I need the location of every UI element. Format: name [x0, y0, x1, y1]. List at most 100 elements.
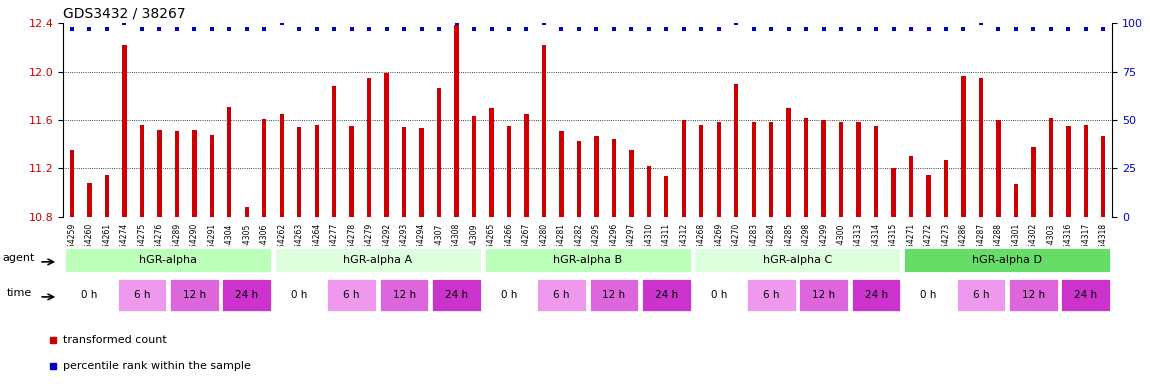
Bar	[402, 127, 406, 217]
Bar	[559, 131, 564, 217]
Bar	[769, 122, 774, 217]
Bar	[996, 120, 1000, 217]
Bar	[332, 86, 337, 217]
Bar	[944, 160, 949, 217]
Bar	[1049, 118, 1053, 217]
Bar	[961, 76, 966, 217]
Text: 0 h: 0 h	[920, 290, 937, 300]
Text: 0 h: 0 h	[500, 290, 518, 300]
Text: 6 h: 6 h	[344, 290, 360, 300]
Bar	[484, 247, 691, 273]
Bar	[629, 150, 634, 217]
Bar	[641, 278, 691, 311]
Bar	[1032, 147, 1036, 217]
Bar	[472, 116, 476, 217]
Bar	[1014, 184, 1018, 217]
Bar	[524, 114, 529, 217]
Text: 12 h: 12 h	[392, 290, 415, 300]
Text: 6 h: 6 h	[133, 290, 151, 300]
Bar	[420, 129, 424, 217]
Bar	[140, 125, 144, 217]
Bar	[1009, 278, 1059, 311]
Bar	[903, 247, 1111, 273]
Bar	[209, 134, 214, 217]
Bar	[378, 278, 429, 311]
Bar	[612, 139, 616, 217]
Bar	[222, 278, 273, 311]
Bar	[105, 175, 109, 217]
Bar	[716, 122, 721, 217]
Text: 6 h: 6 h	[762, 290, 780, 300]
Bar	[787, 108, 791, 217]
Bar	[646, 166, 651, 217]
Bar	[1102, 136, 1105, 217]
Text: 6 h: 6 h	[973, 290, 989, 300]
Bar	[507, 126, 512, 217]
Text: hGR-alpha C: hGR-alpha C	[762, 255, 833, 265]
Bar	[192, 130, 197, 217]
Bar	[64, 278, 115, 311]
Text: 12 h: 12 h	[603, 290, 626, 300]
Bar	[384, 73, 389, 217]
Bar	[665, 176, 668, 217]
Bar	[431, 278, 482, 311]
Bar	[87, 183, 92, 217]
Bar	[798, 278, 849, 311]
Bar	[116, 278, 167, 311]
Bar	[274, 247, 482, 273]
Bar	[857, 122, 861, 217]
Bar	[927, 175, 930, 217]
Bar	[70, 150, 75, 217]
Bar	[315, 125, 319, 217]
Bar	[122, 45, 126, 217]
Bar	[454, 25, 459, 217]
Text: 0 h: 0 h	[82, 290, 98, 300]
Bar	[979, 78, 983, 217]
Bar	[437, 88, 442, 217]
Bar	[693, 278, 744, 311]
Bar	[245, 207, 250, 217]
Bar	[1060, 278, 1111, 311]
Bar	[752, 122, 756, 217]
Bar	[490, 108, 493, 217]
Bar	[956, 278, 1006, 311]
Text: GDS3432 / 38267: GDS3432 / 38267	[63, 7, 186, 20]
Text: 24 h: 24 h	[654, 290, 677, 300]
Bar	[262, 119, 267, 217]
Bar	[908, 156, 913, 217]
Bar	[297, 127, 301, 217]
Text: hGR-alpha: hGR-alpha	[139, 255, 197, 265]
Bar	[693, 247, 902, 273]
Text: time: time	[7, 288, 31, 298]
Bar	[1083, 125, 1088, 217]
Bar	[542, 45, 546, 217]
Bar	[734, 84, 738, 217]
Text: 12 h: 12 h	[812, 290, 835, 300]
Text: transformed count: transformed count	[63, 335, 167, 345]
Text: percentile rank within the sample: percentile rank within the sample	[63, 361, 251, 371]
Bar	[175, 131, 179, 217]
Text: 12 h: 12 h	[1022, 290, 1045, 300]
Text: 12 h: 12 h	[183, 290, 206, 300]
Bar	[327, 278, 377, 311]
Bar	[851, 278, 902, 311]
Bar	[158, 130, 162, 217]
Bar	[699, 125, 704, 217]
Bar	[840, 122, 843, 217]
Bar	[367, 78, 371, 217]
Bar	[891, 169, 896, 217]
Bar	[821, 120, 826, 217]
Text: 0 h: 0 h	[711, 290, 727, 300]
Text: hGR-alpha A: hGR-alpha A	[344, 255, 413, 265]
Bar	[1066, 126, 1071, 217]
Bar	[804, 118, 808, 217]
Bar	[746, 278, 797, 311]
Text: agent: agent	[2, 253, 36, 263]
Text: 6 h: 6 h	[553, 290, 569, 300]
Bar	[589, 278, 639, 311]
Bar	[279, 114, 284, 217]
Text: 24 h: 24 h	[1074, 290, 1097, 300]
Text: hGR-alpha B: hGR-alpha B	[553, 255, 622, 265]
Bar	[577, 141, 581, 217]
Text: 24 h: 24 h	[865, 290, 888, 300]
